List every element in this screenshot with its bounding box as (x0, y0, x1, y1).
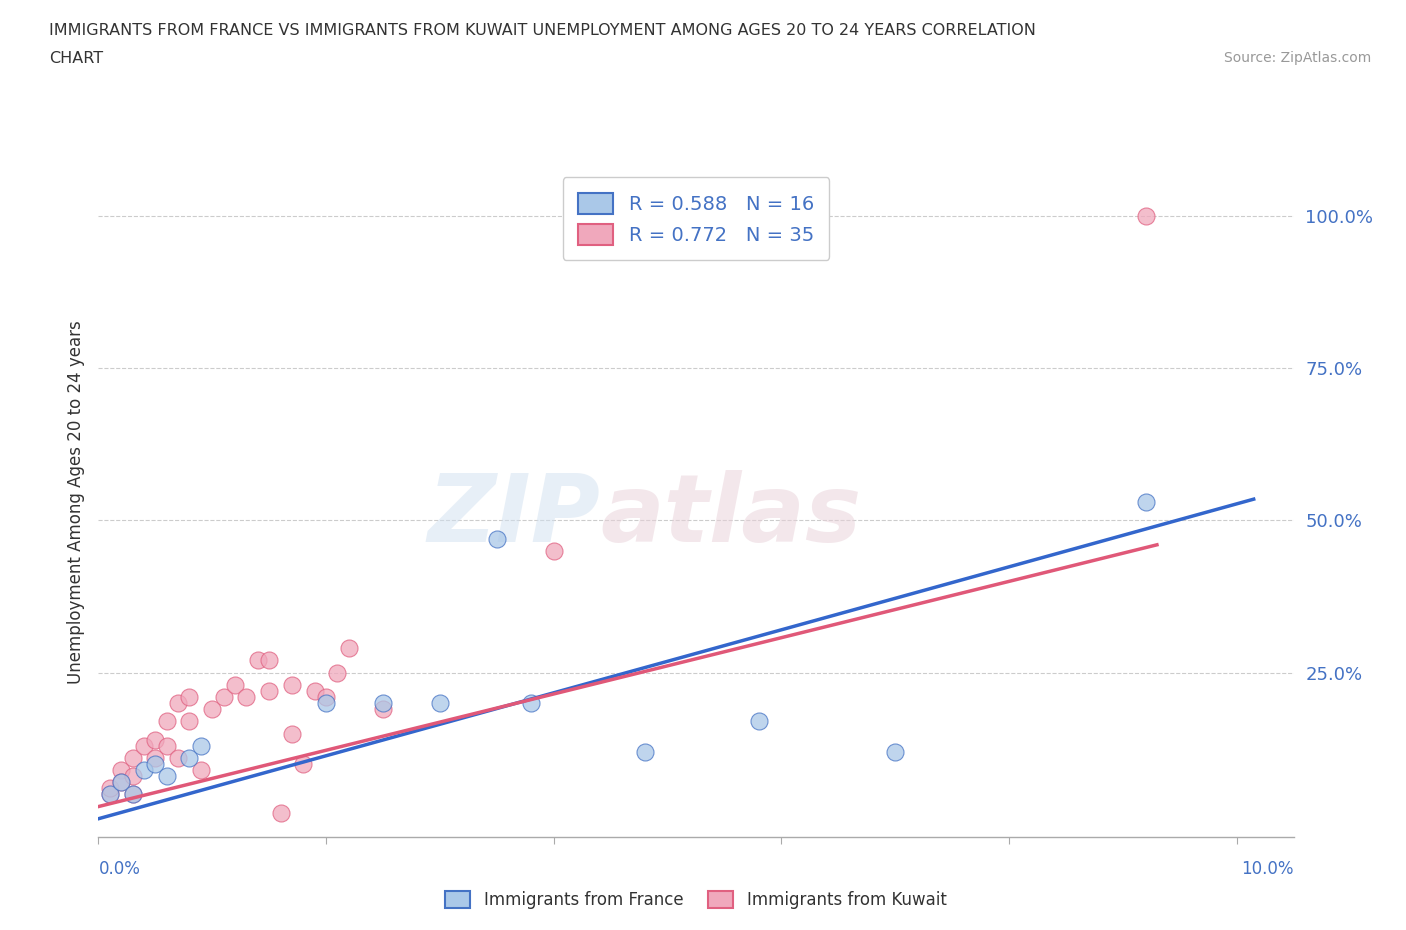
Point (371, 696, 394, 711)
Legend: Immigrants from France, Immigrants from Kuwait: Immigrants from France, Immigrants from … (439, 884, 953, 916)
Point (98, 787, 121, 802)
Point (190, 763, 212, 777)
Point (98, 787, 121, 802)
Text: 10.0%: 10.0% (1241, 860, 1294, 878)
Point (98, 781, 121, 796)
Point (121, 769, 143, 784)
Point (156, 769, 179, 784)
Point (235, 689, 257, 704)
Point (281, 677, 304, 692)
Point (748, 714, 770, 729)
Point (371, 702, 394, 717)
Point (429, 696, 451, 711)
Point (485, 531, 508, 546)
Point (884, 744, 907, 759)
Point (143, 732, 166, 747)
Point (132, 738, 155, 753)
Point (121, 787, 143, 802)
Point (121, 787, 143, 802)
Point (167, 751, 190, 765)
Point (520, 696, 543, 711)
Point (315, 689, 337, 704)
Text: atlas: atlas (600, 470, 862, 562)
Point (179, 714, 201, 729)
Point (143, 756, 166, 771)
Point (257, 684, 280, 698)
Point (201, 702, 224, 717)
Point (326, 665, 349, 680)
Point (212, 689, 235, 704)
Point (257, 653, 280, 668)
Point (167, 696, 190, 711)
Point (121, 751, 143, 765)
Point (292, 756, 315, 771)
Point (179, 689, 201, 704)
Point (337, 641, 360, 656)
Point (110, 763, 132, 777)
Point (304, 684, 326, 698)
Point (132, 763, 155, 777)
Point (270, 805, 292, 820)
Point (110, 775, 132, 790)
Text: Source: ZipAtlas.com: Source: ZipAtlas.com (1223, 51, 1371, 65)
Y-axis label: Unemployment Among Ages 20 to 24 years: Unemployment Among Ages 20 to 24 years (66, 320, 84, 684)
Point (543, 543, 565, 558)
Point (143, 751, 166, 765)
Text: CHART: CHART (49, 51, 103, 66)
Point (156, 738, 179, 753)
Point (315, 696, 337, 711)
Point (224, 677, 246, 692)
Point (156, 714, 179, 729)
Point (281, 726, 304, 741)
Point (634, 744, 657, 759)
Point (190, 738, 212, 753)
Text: 0.0%: 0.0% (98, 860, 141, 878)
Point (246, 653, 269, 668)
Point (1135, 495, 1157, 510)
Text: IMMIGRANTS FROM FRANCE VS IMMIGRANTS FROM KUWAIT UNEMPLOYMENT AMONG AGES 20 TO 2: IMMIGRANTS FROM FRANCE VS IMMIGRANTS FRO… (49, 23, 1036, 38)
Point (1135, 208, 1157, 223)
Text: ZIP: ZIP (427, 470, 600, 562)
Point (179, 751, 201, 765)
Point (110, 775, 132, 790)
